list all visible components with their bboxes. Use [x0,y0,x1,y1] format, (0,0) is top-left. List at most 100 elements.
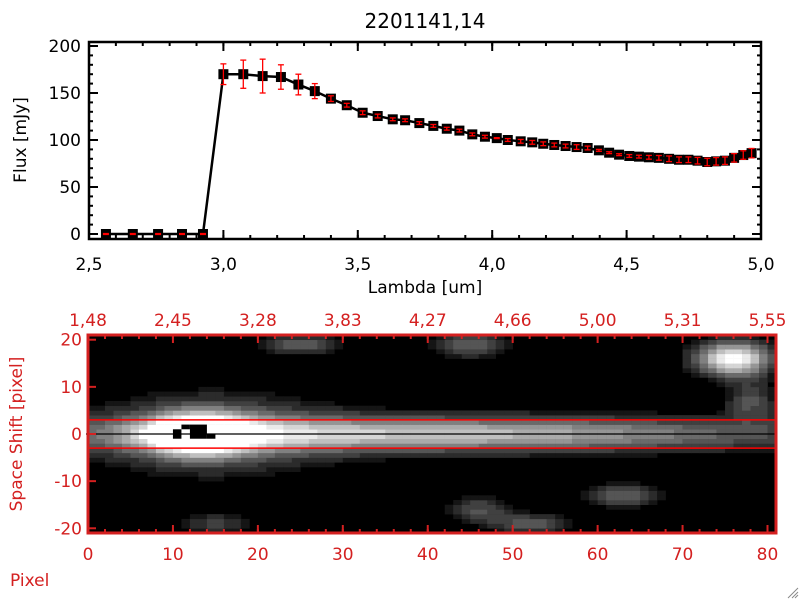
heatmap-cell [334,339,344,345]
heatmap-cell [189,443,199,449]
heatmap-cell [274,467,284,473]
error-bar [199,232,206,236]
heatmap-cell [359,419,369,425]
heatmap-cell [88,434,97,440]
heatmap-cell [767,391,777,397]
heatmap-cell [368,434,378,440]
error-bar [327,95,334,103]
heatmap-cell [189,410,199,416]
heatmap-cell [402,429,412,435]
heatmap-cell [504,452,513,458]
heatmap-cell [453,353,463,359]
heatmap-cell [334,448,344,454]
heatmap-cell [359,457,369,463]
heatmap-cell [249,462,259,468]
heatmap-cell [155,429,165,435]
heatmap-cell [419,443,429,449]
error-bar [179,232,186,236]
heatmap-cell [300,410,310,416]
heatmap-cell [325,448,335,454]
heatmap-cell [555,410,564,416]
heatmap-cell [155,401,165,407]
heatmap-cell [614,452,624,458]
heatmap-cell [750,344,760,350]
heatmap-cell [274,443,284,449]
heatmap-cell [274,415,284,421]
heatmap-cell [606,434,615,440]
heatmap-cell [606,452,615,458]
heatmap-cell [325,462,335,468]
heatmap-cell [393,443,403,449]
heatmap-cell [495,509,505,515]
heatmap-cell [453,424,463,430]
heatmap-cell [657,429,666,435]
error-bar [430,123,437,128]
heatmap-cell [631,500,641,506]
heatmap-cell [257,391,267,397]
heatmap-cell [504,528,513,534]
heatmap-cell [606,481,615,487]
heatmap-cell [725,339,734,345]
heatmap-cell [257,401,267,407]
heatmap-cell [546,415,556,421]
error-bar [359,110,366,116]
heatmap-cell [631,490,641,496]
heatmap-cell [589,448,598,454]
heatmap-cell [257,471,267,477]
heatmap-cell [648,495,658,501]
heatmap-cell [147,410,157,416]
heatmap-cell [419,438,429,444]
heatmap-cell [155,405,165,411]
heatmap-cell [716,415,726,421]
heatmap-cell [164,405,174,411]
heatmap-cell [215,415,225,421]
heatmap-cell [699,353,709,359]
heatmap-cell [172,467,182,473]
heatmap-cell [529,443,539,449]
heatmap-cell [538,429,547,435]
heatmap-cell [402,448,412,454]
heatmap-cell [716,363,726,369]
heatmap-cell [232,523,242,529]
heatmap-cell [555,443,564,449]
error-bar [295,73,302,96]
heatmap-cell [147,467,157,473]
heatmap-cell [334,415,344,421]
heatmap-cell [334,405,344,411]
heatmap-cell [436,424,446,430]
heatmap-cell [410,438,420,444]
heatmap-cell [249,434,259,440]
heatmap-cell [461,504,471,510]
heatmap-cell [223,434,233,440]
heatmap-cell [733,419,743,425]
heatmap-cell [640,434,649,440]
heatmap-cell [606,443,615,449]
heatmap-cell [308,438,318,444]
heatmap-cell [555,434,564,440]
heatmap-cell [708,429,717,435]
heatmap-cell [733,349,743,355]
heatmap-cell [674,429,683,435]
heatmap-cell [597,434,607,440]
heatmap-cell [181,429,191,435]
heatmap-cell [300,335,310,341]
heatmap-cell [274,438,284,444]
heatmap-cell [623,481,632,487]
heatmap-cell [351,429,361,435]
heatmap-cell [223,391,233,397]
heatmap-cell [529,434,539,440]
heatmap-cell [580,443,590,449]
resize-grip-icon[interactable] [787,587,799,599]
heatmap-cell [648,429,658,435]
heatmap-cell [223,415,233,421]
heatmap-cell [504,424,513,430]
heatmap-cell [538,438,547,444]
heatmap-cell [470,518,480,524]
heatmap-cell [470,452,480,458]
heatmap-cell [300,434,310,440]
heatmap-cell [733,372,743,378]
heatmap-cell [742,386,751,392]
heatmap-cell [240,415,250,421]
heatmap-cell [623,429,632,435]
heatmap-cell [96,415,106,421]
